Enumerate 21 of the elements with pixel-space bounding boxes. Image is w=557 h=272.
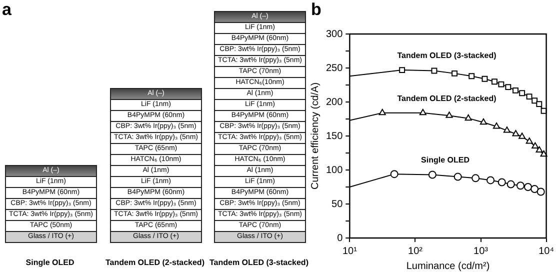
- y-tick-label: 0: [337, 232, 344, 244]
- x-tick-label: 10²: [408, 246, 424, 257]
- y-tick-label: 100: [326, 164, 344, 176]
- x-tick-label: 10³: [474, 246, 489, 257]
- y-tick-label: 200: [326, 96, 344, 108]
- series-label: Tandem OLED (3-stacked): [397, 51, 497, 60]
- series-label: Single OLED: [421, 155, 470, 164]
- category-label: Tandem OLED (2-stacked): [106, 258, 204, 267]
- y-tick-label: 300: [326, 28, 344, 40]
- x-tick-label: 10¹: [342, 246, 358, 257]
- y-tick-label: 250: [326, 62, 344, 74]
- category-label: Tandem OLED (3-stacked): [210, 258, 308, 267]
- x-tick-label: 10⁴: [538, 246, 554, 257]
- series-label: Tandem OLED (2-stacked): [397, 94, 497, 104]
- y-tick-label: 150: [326, 130, 344, 142]
- y-tick-label: 50: [332, 198, 344, 210]
- text: a: [2, 0, 12, 20]
- category-label: Single OLED: [26, 258, 74, 267]
- chart-title: b: [311, 0, 322, 20]
- x-axis-title: Luminance (cd/m²): [406, 260, 490, 272]
- y-axis-title: Current efficiency (cd/A): [310, 82, 321, 190]
